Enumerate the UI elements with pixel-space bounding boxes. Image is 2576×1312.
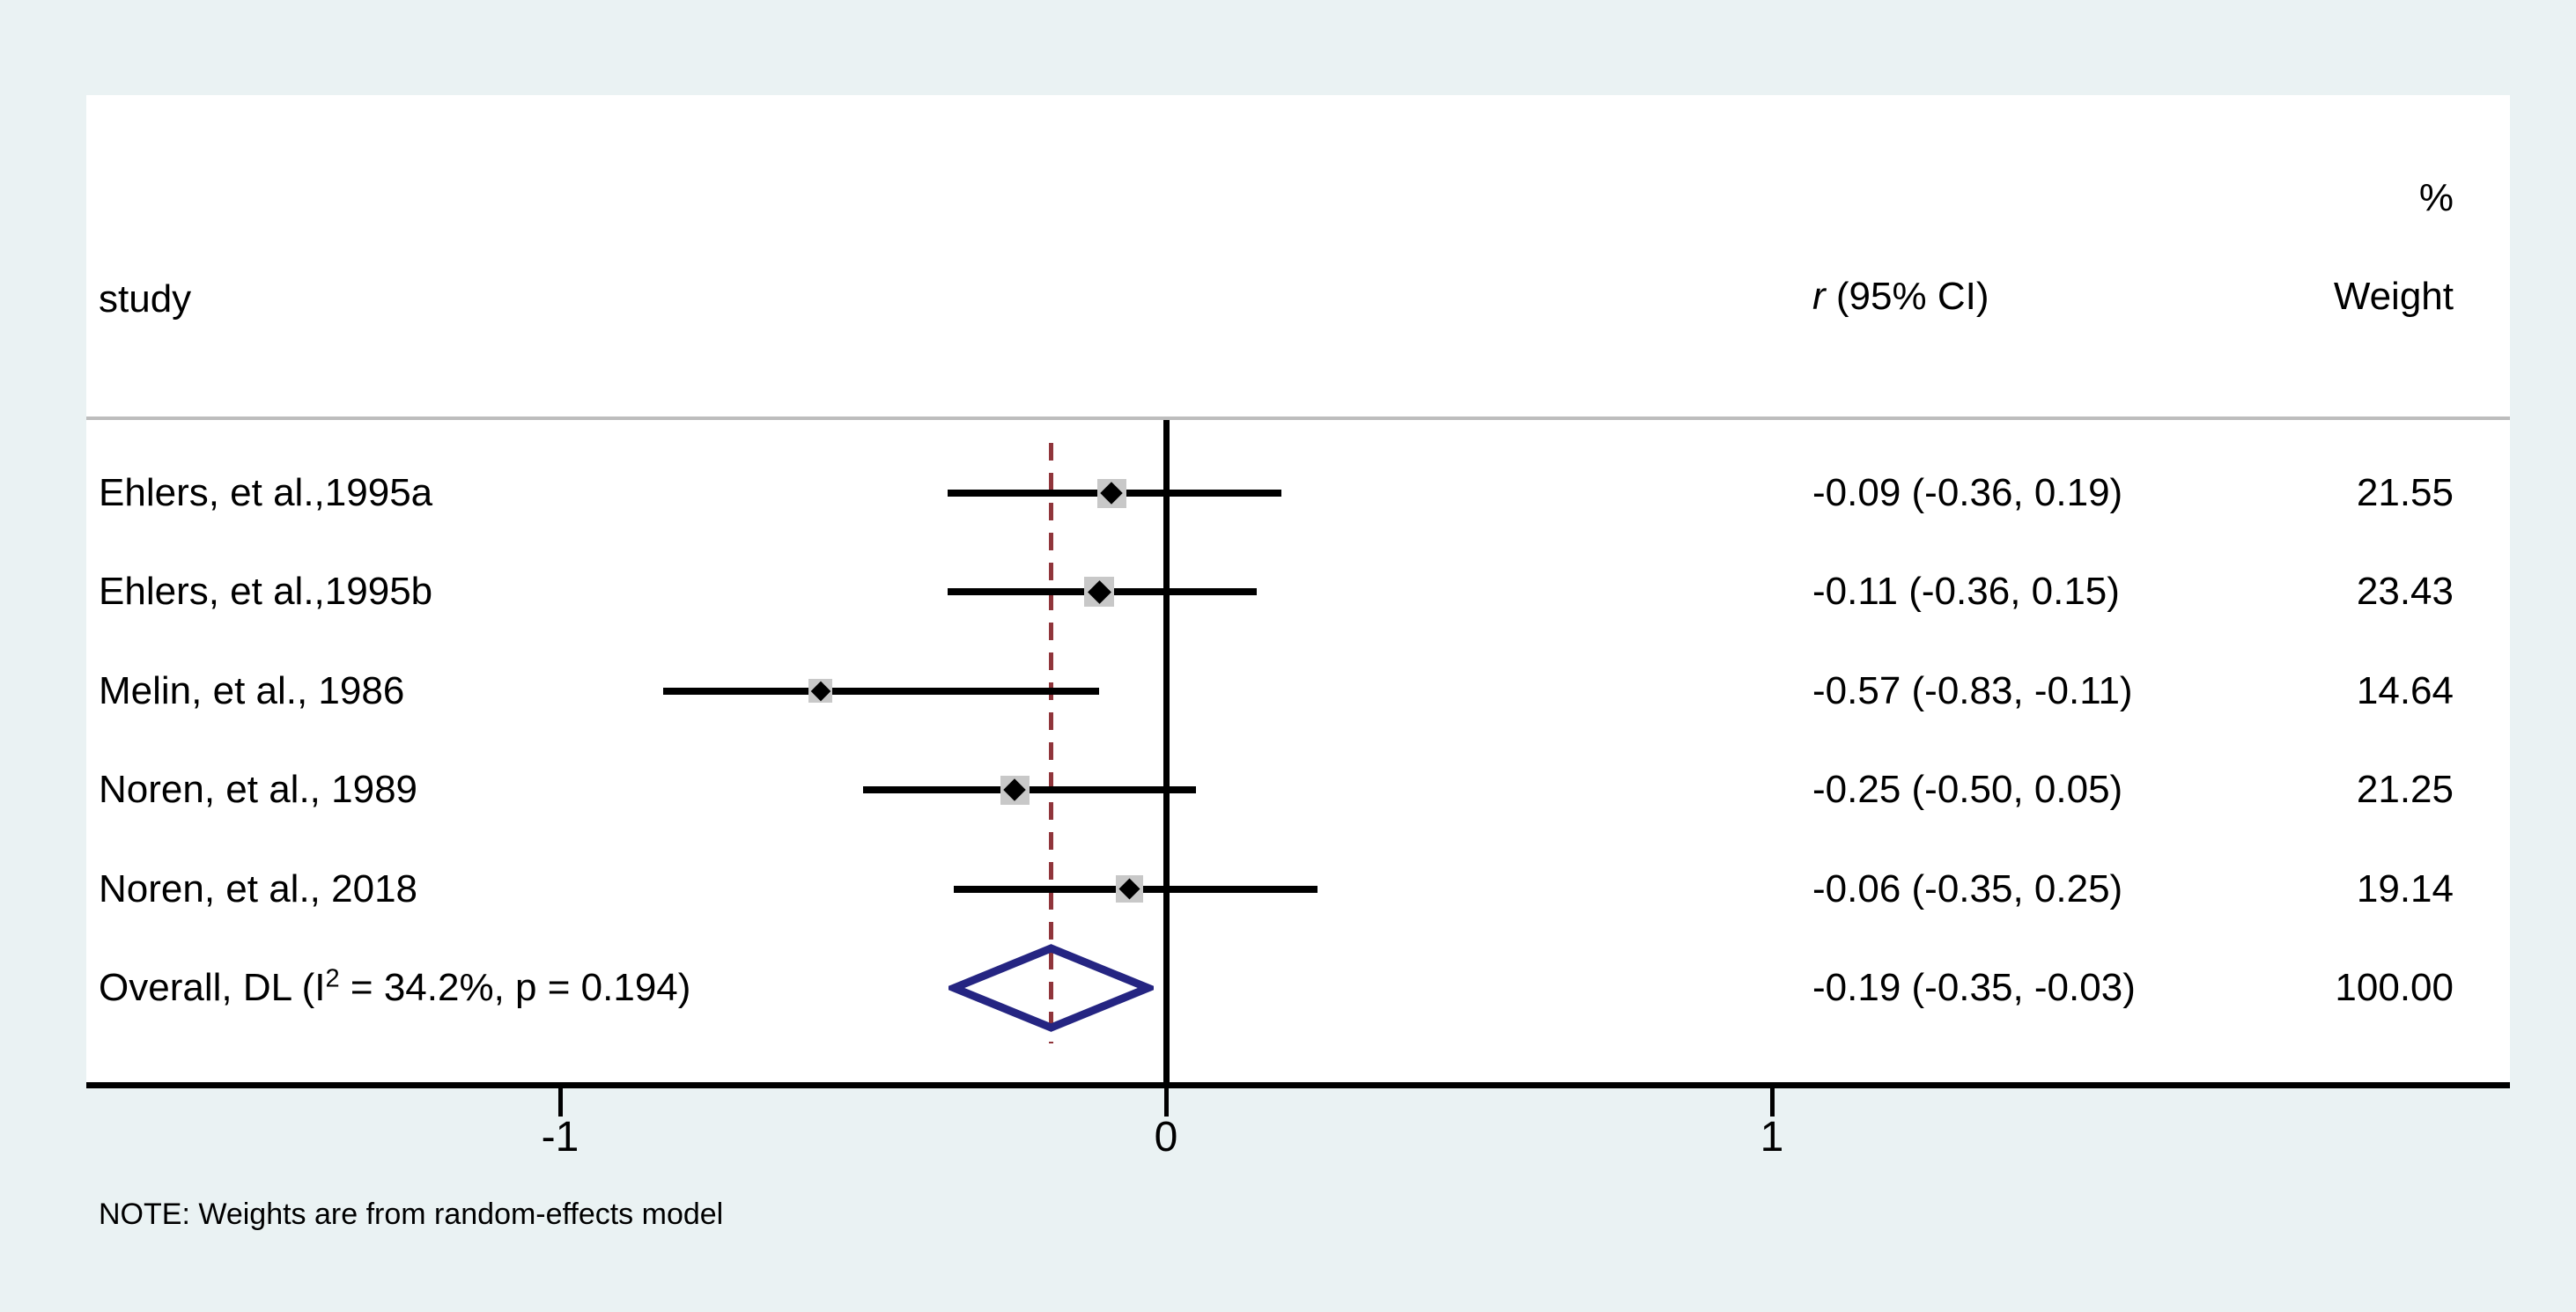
weight-text: 21.55 <box>2356 471 2454 514</box>
x-axis-tick-label: 1 <box>1760 1114 1784 1161</box>
x-axis-tick-label: -1 <box>541 1114 579 1161</box>
effect-estimate-text: -0.06 (-0.35, 0.25) <box>1812 866 2123 910</box>
weight-text: 21.25 <box>2356 768 2454 812</box>
pooled-estimate-dashed-line <box>1049 443 1054 1043</box>
overall-label-part: = 34.2%, p = 0.194) <box>339 966 691 1009</box>
study-label: Ehlers, et al.,1995a <box>99 471 433 514</box>
effect-estimate-text: -0.57 (-0.83, -0.11) <box>1812 668 2133 712</box>
study-column-header: study <box>99 277 192 321</box>
x-axis-tick-label: 0 <box>1154 1114 1178 1161</box>
overall-diamond-shape <box>948 944 1154 1032</box>
effect-estimate-text: -0.19 (-0.35, -0.03) <box>1812 966 2136 1009</box>
study-label: Melin, et al., 1986 <box>99 668 405 712</box>
ci-whisker <box>863 786 1197 794</box>
header-separator-line <box>86 416 2510 420</box>
weight-text: 19.14 <box>2356 866 2454 910</box>
x-axis-tick-mark <box>1164 1088 1169 1117</box>
weight-column-header: Weight <box>2333 275 2454 318</box>
zero-reference-line <box>1163 420 1170 1086</box>
plot-panel <box>86 95 2510 1086</box>
ci-whisker <box>662 687 1100 695</box>
study-label: Noren, et al., 2018 <box>99 866 418 910</box>
x-axis-tick-mark <box>1770 1088 1775 1117</box>
overall-label: Overall, DL (I2 = 34.2%, p = 0.194) <box>99 964 690 1012</box>
study-label: Noren, et al., 1989 <box>99 768 418 812</box>
overall-label-part: Overall, DL (I <box>99 966 326 1009</box>
x-axis-tick-mark <box>558 1088 563 1117</box>
model-note: NOTE: Weights are from random-effects mo… <box>99 1198 724 1231</box>
effect-header-ci: (95% CI) <box>1825 275 1989 318</box>
effect-header-r: r <box>1812 275 1826 318</box>
effect-estimate-text: -0.25 (-0.50, 0.05) <box>1812 768 2123 812</box>
weight-text: 23.43 <box>2356 570 2454 614</box>
effect-estimate-text: -0.11 (-0.36, 0.15) <box>1812 570 2120 614</box>
effect-estimate-text: -0.09 (-0.36, 0.19) <box>1812 471 2123 514</box>
effect-column-header: r (95% CI) <box>1812 273 1989 321</box>
overall-diamond <box>948 944 1154 1032</box>
weight-text: 100.00 <box>2335 966 2454 1009</box>
x-axis-line <box>86 1082 2510 1088</box>
study-label: Ehlers, et al.,1995b <box>99 570 433 614</box>
percent-column-header: % <box>2418 176 2454 219</box>
overall-label-part: 2 <box>325 964 340 993</box>
weight-text: 14.64 <box>2356 668 2454 712</box>
